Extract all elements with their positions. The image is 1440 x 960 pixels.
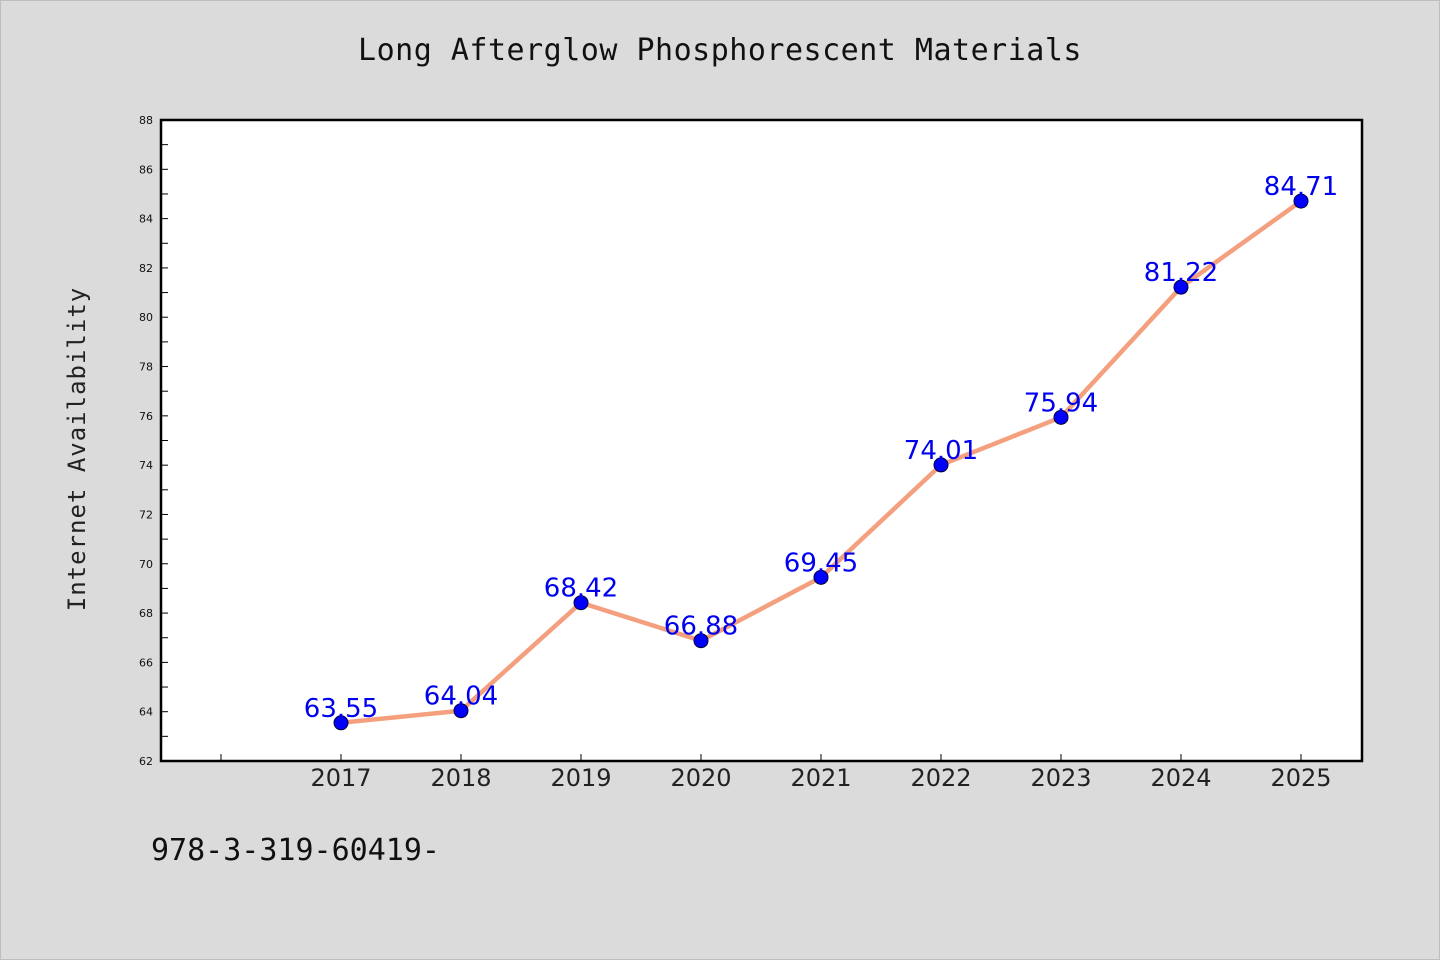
- x-tick-label: 2022: [910, 764, 971, 792]
- data-label: 84.71: [1264, 172, 1338, 202]
- y-tick-label: 78: [139, 361, 153, 374]
- x-tick-label: 2023: [1030, 764, 1091, 792]
- data-point: [813, 569, 829, 585]
- y-tick-label: 88: [139, 114, 153, 127]
- data-label: 74.01: [904, 436, 978, 466]
- y-tick-label: 66: [139, 656, 153, 669]
- y-tick-label: 64: [139, 706, 153, 719]
- y-tick-label: 72: [139, 508, 153, 521]
- y-tick-label: 86: [139, 163, 153, 176]
- data-label: 64.04: [424, 682, 498, 712]
- data-points: [333, 193, 1309, 731]
- x-tick-label: 2024: [1150, 764, 1211, 792]
- data-point: [333, 715, 349, 731]
- data-label: 75.94: [1024, 388, 1098, 418]
- data-point: [453, 703, 469, 719]
- x-tick-label: 2025: [1270, 764, 1331, 792]
- data-label: 68.42: [544, 574, 618, 604]
- x-tick-label: 2021: [790, 764, 851, 792]
- data-label: 69.45: [784, 548, 858, 578]
- y-tick-label: 82: [139, 262, 153, 275]
- plot-area: [159, 118, 1364, 763]
- y-tick-label: 70: [139, 558, 153, 571]
- x-tick-label: 2017: [310, 764, 371, 792]
- y-tick-label: 76: [139, 410, 153, 423]
- data-labels: 63.55 64.04 68.42 66.88 69.45 74.01 75.94 81.22…: [304, 172, 1338, 724]
- y-axis-ticks: 62 64 66 68 70 72 74 76 78 80 82 84 86 88: [139, 114, 168, 768]
- data-point: [933, 457, 949, 473]
- y-tick-label: 68: [139, 607, 153, 620]
- data-label: 63.55: [304, 694, 378, 724]
- data-point: [1053, 409, 1069, 425]
- data-point: [693, 633, 709, 649]
- chart-title: Long Afterglow Phosphorescent Materials: [358, 33, 1082, 68]
- data-label: 81.22: [1144, 258, 1218, 288]
- data-point: [573, 595, 589, 611]
- data-point: [1173, 279, 1189, 295]
- footer-code: 978-3-319-60419-: [151, 833, 440, 868]
- data-point: [1293, 193, 1309, 209]
- y-tick-label: 80: [139, 311, 153, 324]
- x-tick-label: 2018: [430, 764, 491, 792]
- x-tick-label: 2019: [550, 764, 611, 792]
- x-axis-ticks: 2017 2018 2019 2020 2021 2022 2023 2024 2025: [220, 754, 1332, 792]
- y-tick-label: 74: [139, 459, 153, 472]
- y-tick-label: 84: [139, 213, 153, 226]
- data-label: 66.88: [664, 612, 738, 642]
- y-tick-label: 62: [139, 755, 153, 768]
- x-tick-label: 2020: [670, 764, 731, 792]
